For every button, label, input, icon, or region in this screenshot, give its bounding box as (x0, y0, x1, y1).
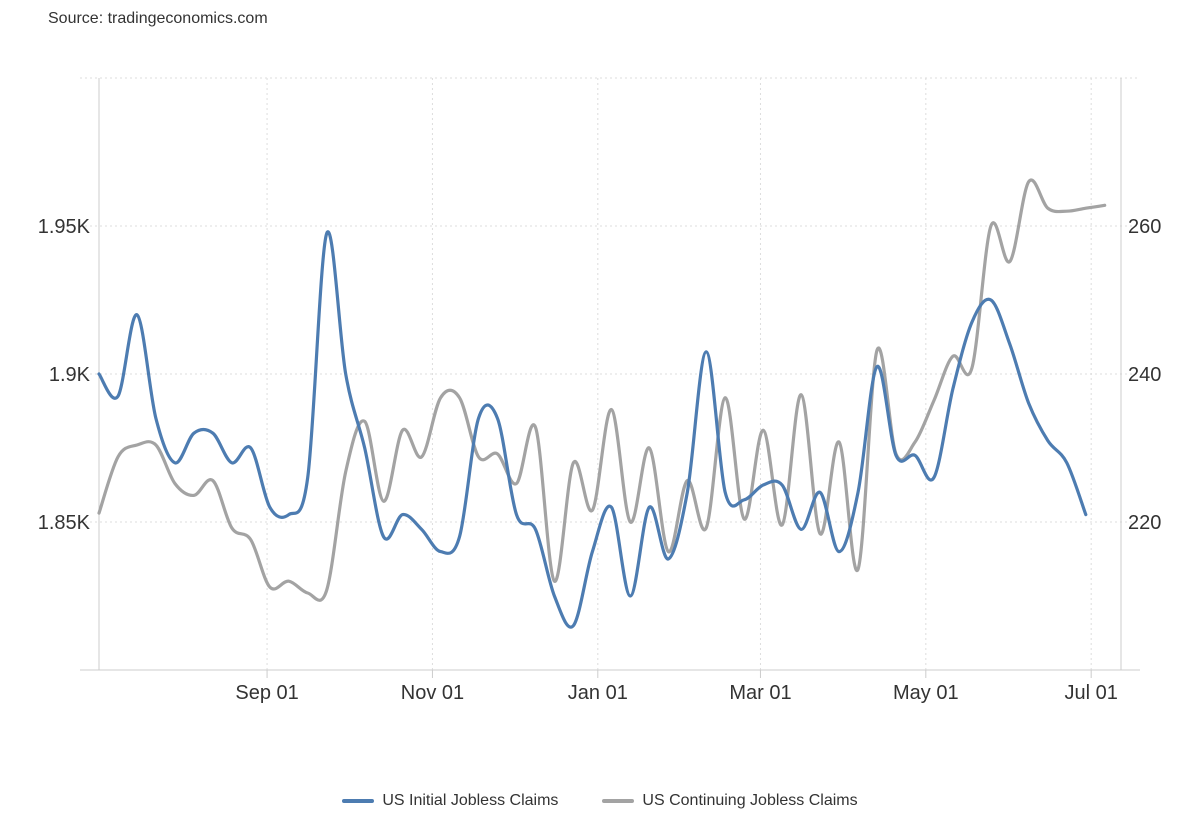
legend: US Initial Jobless Claims US Continuing … (0, 792, 1200, 810)
x-tick-label: Jul 01 (1064, 682, 1117, 704)
x-tick-label: May 01 (893, 682, 959, 704)
x-tick-label: Nov 01 (401, 682, 464, 704)
y-left-tick-label: 1.95K (38, 216, 91, 238)
legend-item-continuing[interactable]: US Continuing Jobless Claims (602, 792, 858, 810)
y-right-tick-label: 240 (1128, 364, 1161, 386)
series-lines (97, 178, 1107, 629)
series-line-continuing-claims (97, 178, 1107, 602)
legend-swatch-continuing (602, 799, 635, 803)
axes: 1.85K 1.9K 1.95K 220 240 260 Sep 01 Nov 01 Jan 0… (38, 78, 1161, 704)
x-tick-label: Jan 01 (568, 682, 628, 704)
series-line-initial-claims (97, 230, 1088, 629)
chart: 1.85K 1.9K 1.95K 220 240 260 Sep 01 Nov 01 Jan 0… (38, 77, 1161, 704)
y-right-tick-label: 260 (1128, 216, 1161, 238)
legend-swatch-initial (342, 799, 375, 803)
x-tick-label: Sep 01 (235, 682, 298, 704)
y-left-tick-label: 1.9K (49, 364, 91, 386)
legend-label-continuing: US Continuing Jobless Claims (642, 792, 858, 809)
chart-source: Source: tradingeconomics.com (48, 10, 268, 27)
y-left-tick-label: 1.85K (38, 512, 91, 534)
legend-item-initial[interactable]: US Initial Jobless Claims (342, 792, 558, 810)
grid (80, 77, 1140, 670)
y-right-tick-label: 220 (1128, 512, 1161, 534)
x-tick-label: Mar 01 (729, 682, 791, 704)
legend-label-initial: US Initial Jobless Claims (382, 792, 559, 809)
